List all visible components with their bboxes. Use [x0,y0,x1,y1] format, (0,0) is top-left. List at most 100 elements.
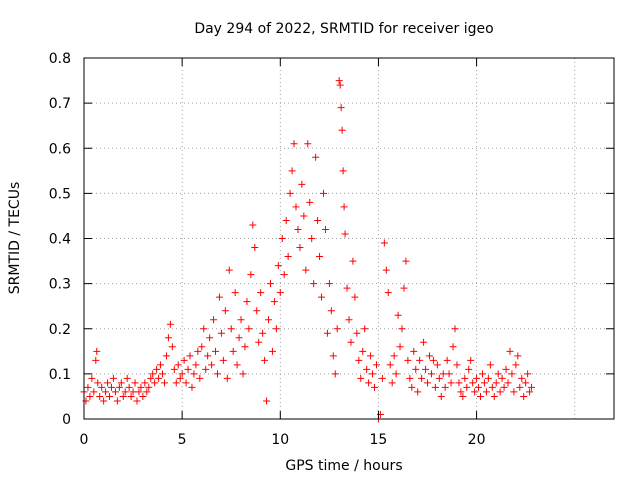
data-point [512,361,520,369]
data-point [202,365,210,373]
data-point [149,370,157,378]
data-point [304,140,312,148]
data-point [337,104,345,112]
data-point [506,347,514,355]
data-point [151,379,159,387]
data-points [80,77,536,423]
data-point [145,383,153,391]
data-point [390,352,398,360]
data-point [336,81,344,89]
y-tick-label: 0.3 [49,277,71,293]
data-point [131,379,139,387]
data-point [518,374,526,382]
grid-lines [84,58,614,419]
data-point [465,365,473,373]
data-point [123,374,131,382]
data-point [94,379,102,387]
data-point [484,374,492,382]
data-point [526,388,534,396]
data-point [524,370,532,378]
data-point [178,370,186,378]
data-point [502,365,510,373]
data-point [84,383,92,391]
data-point [119,392,127,400]
data-point [298,180,306,188]
data-point [504,379,512,387]
data-point [190,370,198,378]
data-point [449,343,457,351]
data-point [459,392,467,400]
x-axis-label: GPS time / hours [285,458,402,474]
data-point [319,189,327,197]
data-point [300,212,308,220]
data-point [162,352,170,360]
data-point [164,334,172,342]
data-point [170,365,178,373]
data-point [90,388,98,396]
data-point [455,379,463,387]
y-tick-label: 0.8 [49,51,71,67]
data-point [473,374,481,382]
data-point [302,266,310,274]
data-point [229,347,237,355]
data-point [445,370,453,378]
data-point [221,307,229,315]
y-tick-label: 0.7 [49,96,71,112]
data-point [386,361,394,369]
data-point [93,347,101,355]
data-point [310,280,318,288]
data-point [247,271,255,279]
data-point [422,365,430,373]
data-point [255,338,263,346]
data-point [500,383,508,391]
data-point [453,361,461,369]
data-point [266,280,274,288]
data-point [102,388,110,396]
data-point [198,343,206,351]
y-tick-label: 0.5 [49,186,71,202]
data-point [215,293,223,301]
data-point [117,379,125,387]
data-point [469,379,477,387]
x-tick-label: 20 [468,432,486,448]
data-point [208,361,216,369]
data-point [427,370,435,378]
data-point [278,235,286,242]
data-point [200,325,208,333]
data-point [384,289,392,297]
data-point [316,253,324,261]
data-point [96,392,104,400]
data-point [369,370,377,378]
data-point [477,392,485,400]
data-point [520,392,528,400]
data-point [204,352,212,360]
data-point [516,383,524,391]
data-point [227,325,235,333]
data-point [388,379,396,387]
data-point [496,388,504,396]
y-tick-label: 0.1 [49,367,71,383]
data-point [367,352,375,360]
data-point [147,374,155,382]
data-point [314,216,322,224]
data-point [471,388,479,396]
data-point [335,77,343,85]
data-point [206,334,214,342]
data-point [184,365,192,373]
data-point [186,352,194,360]
data-point [365,379,373,387]
data-point [168,343,176,351]
data-point [490,392,498,400]
data-point [321,225,329,233]
data-point [237,316,245,324]
data-point [192,361,200,369]
data-point [239,370,247,378]
data-point [404,356,412,364]
data-point [429,356,437,364]
y-tick-label: 0.6 [49,141,71,157]
data-point [441,383,449,391]
data-point [276,289,284,297]
data-point [188,383,196,391]
data-point [420,338,428,346]
data-point [325,280,333,288]
